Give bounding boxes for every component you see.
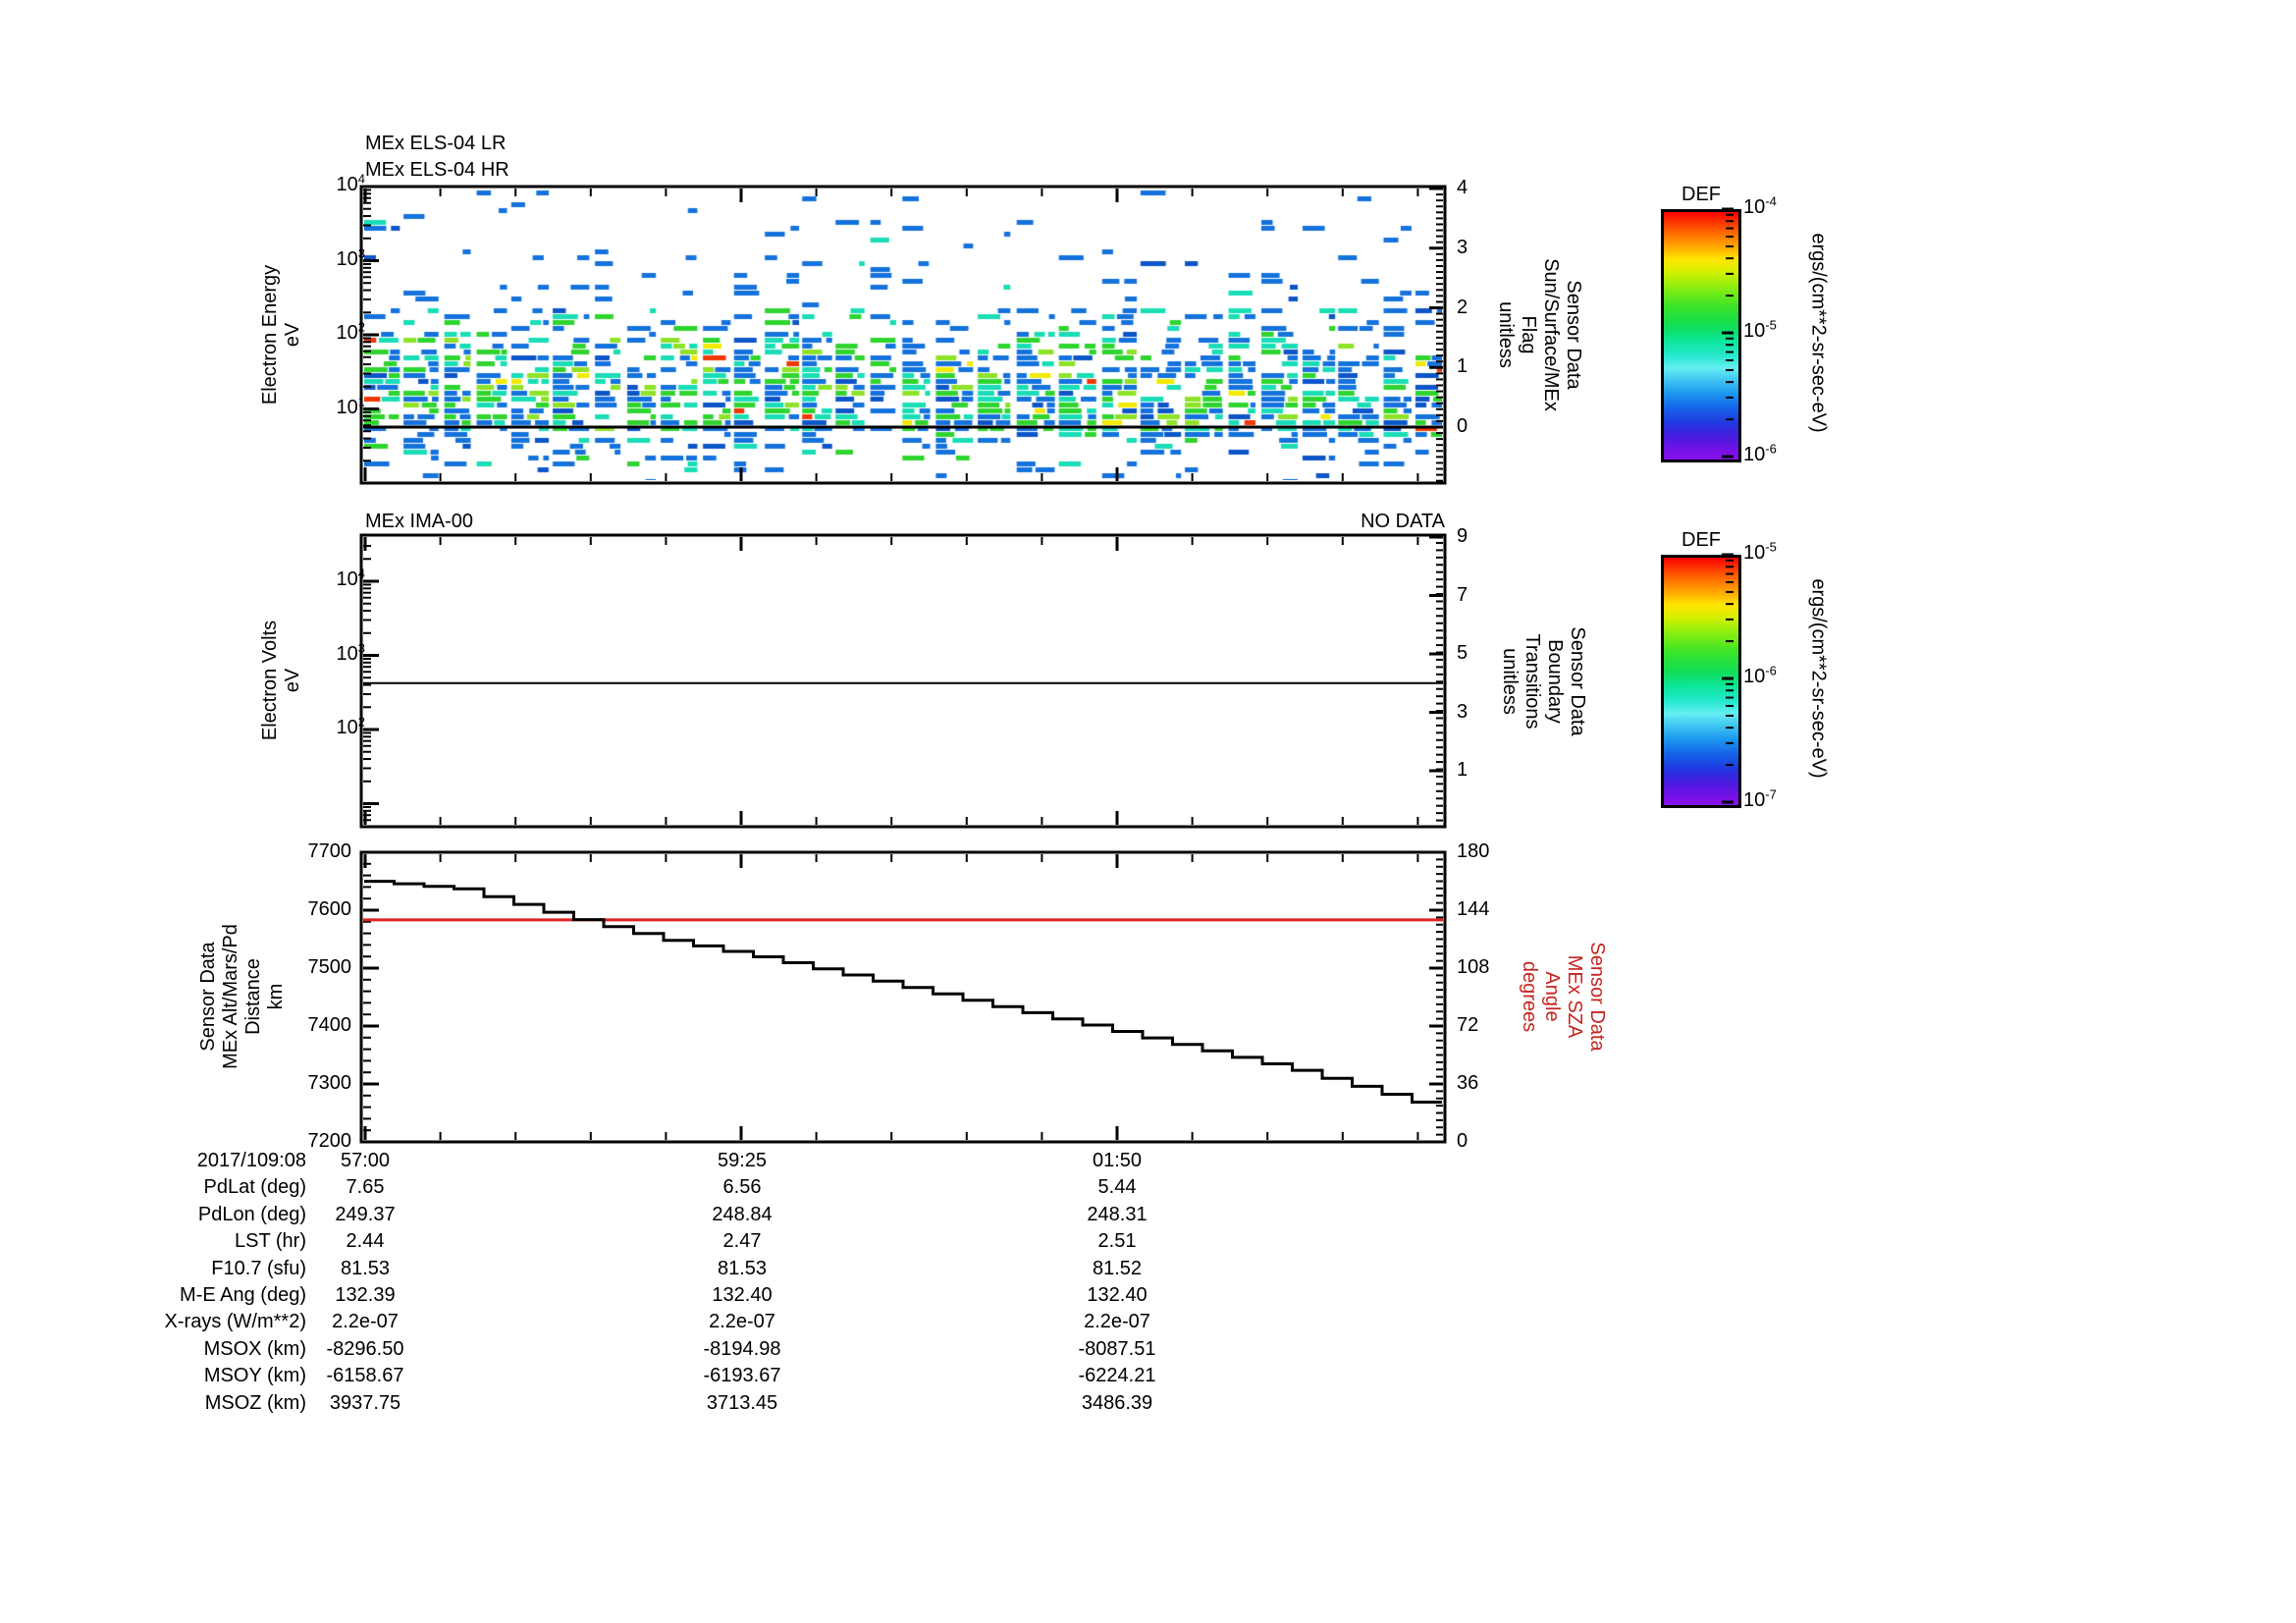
ima-boundary-tick-label: 3 — [1457, 700, 1468, 723]
colorbar-tick-label: 10-4 — [1743, 193, 1777, 218]
els-spectrogram-canvas — [364, 189, 1442, 480]
table-cell: 132.39 — [335, 1284, 396, 1306]
table-cell: 2.2e-07 — [1084, 1311, 1150, 1333]
table-cell: 81.52 — [1092, 1257, 1143, 1279]
table-row-label: MSOY (km) — [203, 1365, 306, 1387]
table-cell: 01:50 — [1092, 1150, 1143, 1171]
table-row-label: MSOZ (km) — [204, 1391, 306, 1414]
table-cell: 248.84 — [712, 1203, 773, 1225]
els-y-tick-label: 103 — [336, 244, 365, 270]
alt-tick-label: 7700 — [307, 840, 352, 862]
table-cell: -8194.98 — [703, 1337, 781, 1360]
table-cell: 81.53 — [340, 1257, 391, 1279]
sza-tick-label: 36 — [1457, 1072, 1479, 1094]
sza-tick-label: 108 — [1457, 956, 1490, 978]
table-cell: 2.47 — [722, 1230, 762, 1253]
alt-tick-label: 7300 — [307, 1072, 352, 1094]
colorbar-tick-label: 10-7 — [1743, 786, 1777, 811]
table-cell: 59:25 — [717, 1150, 768, 1171]
table-row-label: MSOX (km) — [203, 1337, 306, 1360]
table-row-label: X-rays (W/m**2) — [164, 1311, 306, 1333]
table-row-label: F10.7 (sfu) — [211, 1257, 306, 1279]
table-cell: -6224.21 — [1078, 1365, 1156, 1387]
table-cell: 2.51 — [1097, 1230, 1137, 1253]
colorbar-ima-title: DEF — [1682, 529, 1721, 551]
ima-y-tick-label: 104 — [336, 566, 365, 590]
els-flag-tick-label: 3 — [1457, 236, 1468, 258]
table-cell: 132.40 — [1087, 1284, 1148, 1306]
colorbar-tick-label: 10-5 — [1743, 317, 1777, 342]
table-cell: 81.53 — [717, 1257, 768, 1279]
table-cell: 2.2e-07 — [332, 1311, 399, 1333]
table-cell: 248.31 — [1087, 1203, 1148, 1225]
table-cell: 132.40 — [712, 1284, 773, 1306]
table-cell: 3713.45 — [706, 1391, 778, 1414]
colorbar-tick-label: 10-6 — [1743, 663, 1777, 687]
colorbar-ima-unit-label: ergs/(cm**2-sr-sec-eV) — [1807, 578, 1830, 779]
no-data-label: NO DATA — [1361, 511, 1445, 532]
alt-y-axis-label: Sensor Data MEx Alt/Mars/Pd Distance km — [197, 924, 287, 1069]
table-cell: 3486.39 — [1081, 1391, 1153, 1414]
ima-y-axis-label: Electron Volts eV — [259, 620, 303, 741]
ima-y-tick-label: 102 — [336, 714, 365, 738]
els-flag-tick-label: 1 — [1457, 355, 1468, 378]
alt-tick-label: 7500 — [307, 956, 352, 978]
table-row-label: 2017/109:08 — [196, 1150, 306, 1171]
els-y-tick-label: 102 — [336, 319, 365, 344]
alt-panel-frame — [359, 850, 1447, 1144]
els-y-tick-label: 104 — [336, 171, 365, 195]
table-row-label: PdLat (deg) — [203, 1176, 306, 1199]
altitude-staircase-line — [364, 880, 1442, 1104]
colorbar-els-title: DEF — [1682, 184, 1721, 205]
sza-tick-label: 180 — [1457, 840, 1490, 862]
table-cell: -6193.67 — [703, 1365, 781, 1387]
els-flag-tick-label: 4 — [1457, 177, 1468, 198]
table-cell: -6158.67 — [326, 1365, 404, 1387]
colorbar-els-unit-label: ergs/(cm**2-sr-sec-eV) — [1807, 233, 1830, 433]
colorbar-tick-label: 10-6 — [1743, 441, 1777, 465]
els-y-tick-label: 101 — [336, 393, 365, 418]
sza-tick-label: 0 — [1457, 1130, 1468, 1152]
table-cell: 2.44 — [346, 1230, 385, 1253]
alt-tick-label: 7600 — [307, 898, 352, 920]
table-cell: 6.56 — [722, 1176, 762, 1199]
colorbar-els — [1661, 209, 1741, 462]
ima-boundary-tick-label: 5 — [1457, 642, 1468, 664]
alt-tick-label: 7200 — [307, 1130, 352, 1152]
sza-tick-label: 72 — [1457, 1014, 1479, 1036]
ima-boundary-tick-label: 9 — [1457, 525, 1468, 547]
els-title-hr: MEx ELS-04 HR — [365, 159, 509, 181]
sza-right-axis-label: Sensor Data MEx SZA Angle degrees — [1519, 942, 1608, 1052]
table-row-label: M-E Ang (deg) — [180, 1284, 306, 1306]
els-flag-tick-label: 0 — [1457, 415, 1468, 437]
alt-tick-label: 7400 — [307, 1014, 352, 1036]
ima-title: MEx IMA-00 — [365, 511, 474, 532]
els-y-axis-label: Electron Energy eV — [259, 264, 303, 406]
ima-y-tick-label: 103 — [336, 639, 365, 665]
els-flag-tick-label: 2 — [1457, 296, 1468, 318]
ima-panel-frame — [359, 533, 1447, 829]
els-right-axis-label: Sensor Data Sun/Surface/MEx Flag unitles… — [1495, 258, 1584, 411]
table-cell: 3937.75 — [329, 1391, 401, 1414]
table-cell: 7.65 — [346, 1176, 385, 1199]
table-row-label: LST (hr) — [235, 1230, 306, 1253]
table-cell: 249.37 — [335, 1203, 396, 1225]
ima-boundary-tick-label: 7 — [1457, 583, 1468, 606]
sza-tick-label: 144 — [1457, 898, 1490, 920]
table-cell: 57:00 — [340, 1150, 391, 1171]
ima-boundary-tick-label: 1 — [1457, 759, 1468, 781]
table-cell: -8296.50 — [326, 1337, 404, 1360]
els-title-lr: MEx ELS-04 LR — [365, 133, 507, 154]
table-cell: 2.2e-07 — [709, 1311, 775, 1333]
ima-right-axis-label: Sensor Data Boundary Transitions unitles… — [1499, 626, 1588, 736]
colorbar-tick-label: 10-5 — [1743, 539, 1777, 564]
colorbar-ima — [1661, 555, 1741, 808]
table-cell: 5.44 — [1097, 1176, 1137, 1199]
table-cell: -8087.51 — [1078, 1337, 1156, 1360]
table-row-label: PdLon (deg) — [197, 1203, 306, 1225]
